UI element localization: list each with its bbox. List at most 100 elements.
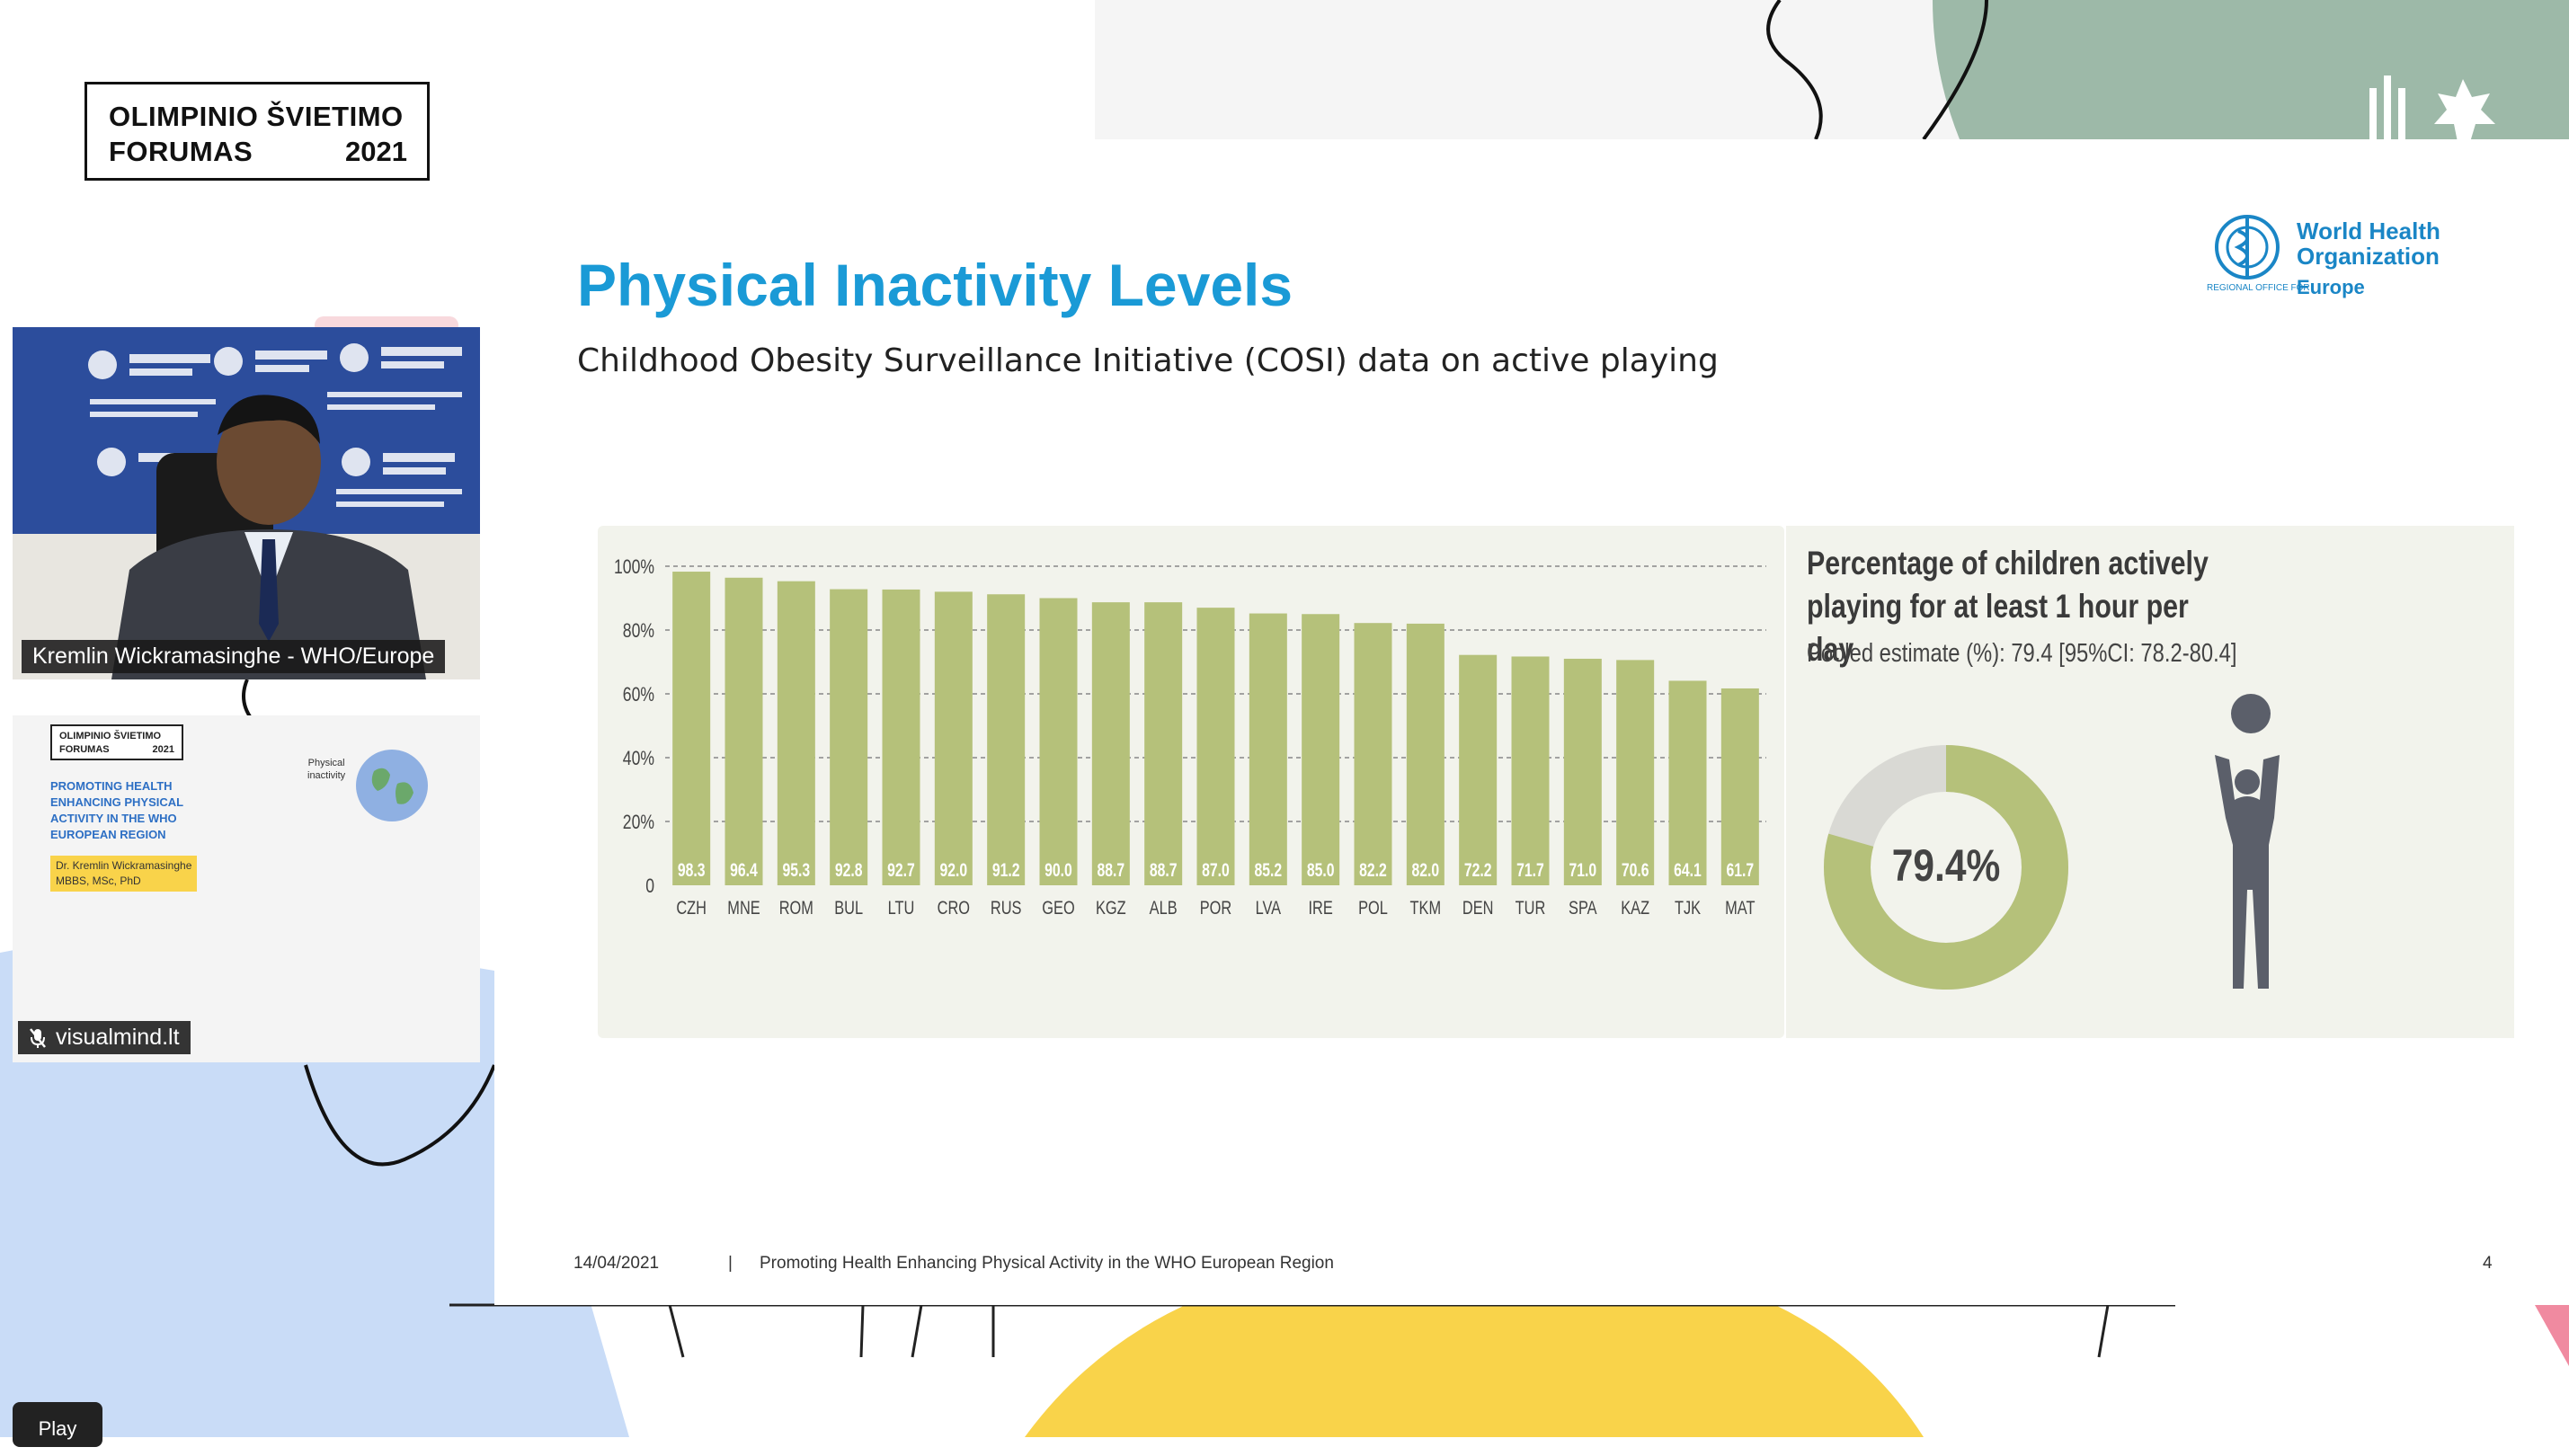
bar <box>672 572 711 885</box>
x-tick-label: KAZ <box>1621 897 1649 918</box>
bar-value-label: 70.6 <box>1622 859 1649 881</box>
screen-share-tile[interactable]: OLIMPINIO ŠVIETIMO FORUMAS 2021 PROMOTIN… <box>13 715 480 1062</box>
footer-date: 14/04/2021 <box>573 1254 660 1273</box>
x-tick-label: DEN <box>1462 897 1494 918</box>
who-logo-line2: Organization <box>2297 243 2440 270</box>
bar-value-label: 72.2 <box>1464 859 1492 881</box>
who-logo-region: Europe <box>2297 276 2365 298</box>
bar-value-label: 98.3 <box>678 859 706 881</box>
x-tick-label: MAT <box>1725 897 1756 918</box>
bar-value-label: 92.7 <box>887 859 915 881</box>
bar <box>1459 654 1498 885</box>
bar-value-label: 88.7 <box>1150 859 1178 881</box>
summary-title: Percentage of children actively playing … <box>1807 545 2209 668</box>
bar <box>1563 658 1602 885</box>
thumb-logo-line2: FORUMAS <box>59 744 110 755</box>
x-tick-label: RUS <box>991 897 1022 918</box>
bar <box>1354 623 1392 885</box>
event-logo: OLIMPINIO ŠVIETIMO FORUMAS 2021 <box>84 82 430 181</box>
bar-value-label: 71.7 <box>1516 859 1544 881</box>
bar <box>1144 602 1183 885</box>
thumb-title: PROMOTING HEALTH ENHANCING PHYSICAL ACTI… <box>50 779 183 841</box>
y-tick-label: 60% <box>623 684 654 706</box>
bar-value-label: 87.0 <box>1202 859 1230 881</box>
mic-muted-icon <box>30 1027 46 1048</box>
donut-label: 79.4% <box>1892 840 2000 891</box>
speaker-name-tag: Kremlin Wickramasinghe - WHO/Europe <box>22 640 446 673</box>
thumb-logo-year: 2021 <box>152 744 174 755</box>
bar-value-label: 85.2 <box>1255 859 1283 881</box>
pooled-estimate: Pooled estimate (%): 79.4 [95%CI: 78.2-8… <box>1807 639 2237 668</box>
bar <box>987 594 1026 885</box>
bar-value-label: 92.0 <box>940 859 968 881</box>
bar-value-label: 91.2 <box>992 859 1020 881</box>
thumb-author: Dr. Kremlin Wickramasinghe <box>56 859 192 872</box>
x-tick-label: GEO <box>1042 897 1074 918</box>
who-logo-text: World Health Organization <box>2297 218 2440 269</box>
y-tick-label: 40% <box>623 748 654 769</box>
donut-arc <box>1824 745 2068 990</box>
bar-value-label: 90.0 <box>1044 859 1072 881</box>
x-tick-label: BUL <box>834 897 863 918</box>
slide-subtitle: Childhood Obesity Surveillance Initiativ… <box>577 342 1719 379</box>
speaker-video-tile[interactable]: Kremlin Wickramasinghe - WHO/Europe <box>13 327 480 679</box>
x-tick-label: KGZ <box>1096 897 1126 918</box>
bar-value-label: 95.3 <box>783 859 811 881</box>
who-logo-small: REGIONAL OFFICE FOR <box>2207 283 2310 293</box>
thumb-event-logo: OLIMPINIO ŠVIETIMO FORUMAS 2021 <box>50 724 183 760</box>
bar <box>882 589 920 885</box>
bar <box>1249 613 1287 885</box>
x-tick-label: TUR <box>1516 897 1546 918</box>
y-tick-label: 80% <box>623 620 654 642</box>
bar-value-label: 82.2 <box>1359 859 1387 881</box>
bar-value-label: 88.7 <box>1098 859 1125 881</box>
slide-title: Physical Inactivity Levels <box>577 252 1293 318</box>
x-tick-label: CZH <box>676 897 707 918</box>
bar-value-label: 92.8 <box>835 859 863 881</box>
bar-value-label: 71.0 <box>1569 859 1597 881</box>
footer-separator: | <box>728 1254 733 1273</box>
thumb-logo-line1: OLIMPINIO ŠVIETIMO <box>59 731 162 741</box>
thumb-globe-label-line1: Physical <box>307 758 345 768</box>
bar <box>1668 680 1707 885</box>
x-tick-label: TKM <box>1410 897 1442 918</box>
thumb-credentials: MBBS, MSc, PhD <box>56 874 141 887</box>
x-tick-label: MNE <box>727 897 760 918</box>
share-name-label: visualmind.lt <box>56 1025 180 1050</box>
bar <box>1196 608 1235 885</box>
speaker-video-feed <box>13 327 480 679</box>
page-number: 4 <box>2483 1254 2493 1273</box>
bar <box>1039 598 1078 885</box>
bar <box>934 591 973 885</box>
x-tick-label: POL <box>1358 897 1388 918</box>
thumb-author-badge: Dr. Kremlin Wickramasinghe MBBS, MSc, Ph… <box>50 856 198 892</box>
y-tick-label: 20% <box>623 812 654 833</box>
bar <box>1091 602 1130 885</box>
bar-value-label: 82.0 <box>1412 859 1440 881</box>
x-tick-label: ALB <box>1150 897 1178 918</box>
x-tick-label: LVA <box>1256 897 1282 918</box>
play-button[interactable]: Play <box>13 1402 102 1447</box>
event-logo-line1: OLIMPINIO ŠVIETIMO <box>109 101 404 132</box>
who-logo: World Health Organization REGIONAL OFFIC… <box>2207 213 2458 312</box>
bar-value-label: 96.4 <box>730 859 758 881</box>
x-tick-label: TJK <box>1675 897 1701 918</box>
x-tick-label: ROM <box>779 897 813 918</box>
event-logo-line2: FORUMAS <box>109 136 253 167</box>
x-tick-label: IRE <box>1309 897 1333 918</box>
globe-icon <box>356 750 428 821</box>
x-tick-label: CRO <box>938 897 970 918</box>
bar-value-label: 85.0 <box>1307 859 1335 881</box>
child-playing-icon <box>2215 694 2280 989</box>
footer-text: Promoting Health Enhancing Physical Acti… <box>760 1254 1334 1273</box>
share-name-tag: visualmind.lt <box>18 1021 191 1054</box>
bar-value-label: 61.7 <box>1727 859 1755 881</box>
bar <box>1720 688 1759 885</box>
event-logo-year: 2021 <box>345 136 407 167</box>
bar <box>1511 656 1550 885</box>
y-tick-label: 100% <box>614 556 654 578</box>
donut-chart: 79.4% <box>1824 745 2068 990</box>
bar-value-label: 64.1 <box>1674 859 1702 881</box>
bar <box>1616 660 1655 885</box>
bar <box>830 589 868 885</box>
